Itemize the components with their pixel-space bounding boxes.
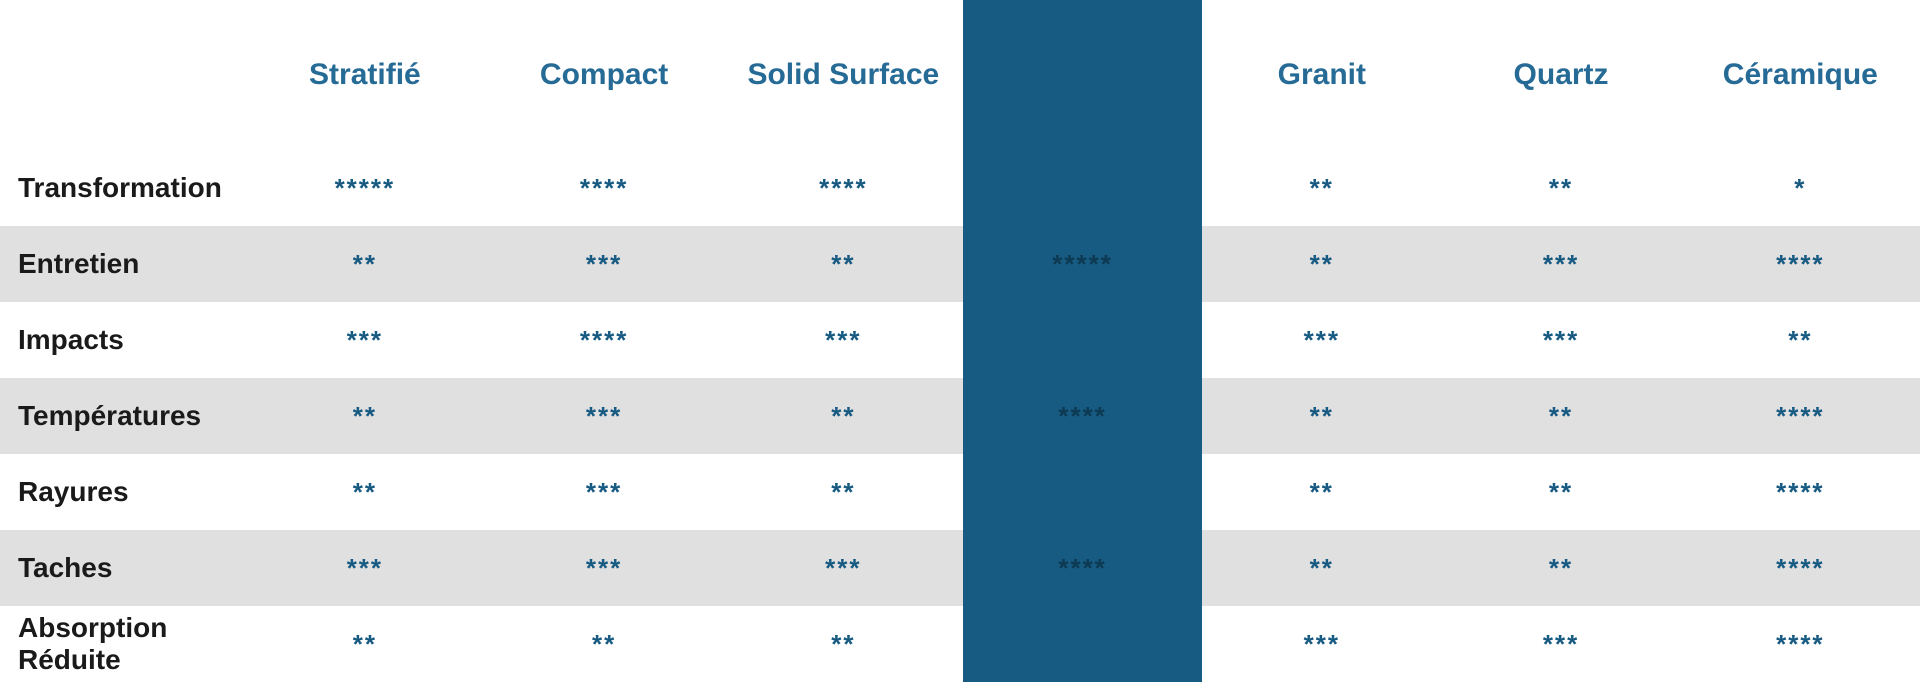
rating-cell: **** xyxy=(724,150,963,226)
table-row: Entretien********************* xyxy=(0,226,1920,302)
row-label: Taches xyxy=(0,530,245,606)
table-row: Absorption Réduite**************** xyxy=(0,606,1920,682)
rating-cell: **** xyxy=(1681,378,1920,454)
row-label: Températures xyxy=(0,378,245,454)
rating-cell: *** xyxy=(484,378,723,454)
rating-cell: ** xyxy=(245,454,484,530)
rating-cell: ** xyxy=(1202,150,1441,226)
rating-cell: ** xyxy=(724,226,963,302)
row-label: Impacts xyxy=(0,302,245,378)
rating-cell xyxy=(963,150,1202,226)
row-label: Entretien xyxy=(0,226,245,302)
rating-cell: ** xyxy=(1441,150,1680,226)
rating-cell: ** xyxy=(245,606,484,682)
rating-cell: ** xyxy=(1681,302,1920,378)
rating-cell: ***** xyxy=(245,150,484,226)
rating-cell xyxy=(963,302,1202,378)
col-header-highlighted xyxy=(963,0,1202,150)
rating-cell: ** xyxy=(1202,378,1441,454)
col-header-granit: Granit xyxy=(1202,0,1441,150)
rating-cell: *** xyxy=(245,530,484,606)
rating-cell: **** xyxy=(963,378,1202,454)
col-header-quartz: Quartz xyxy=(1441,0,1680,150)
rating-cell: ** xyxy=(1202,530,1441,606)
rating-cell: ** xyxy=(484,606,723,682)
row-label: Transformation xyxy=(0,150,245,226)
rating-cell: ** xyxy=(1202,454,1441,530)
rating-cell: ** xyxy=(245,226,484,302)
table-row: Transformation****************** xyxy=(0,150,1920,226)
rating-cell: ** xyxy=(724,378,963,454)
table-row: Taches********************* xyxy=(0,530,1920,606)
col-header-solid-surface: Solid Surface xyxy=(724,0,963,150)
rating-cell: *** xyxy=(484,454,723,530)
rating-cell: **** xyxy=(1681,226,1920,302)
row-label: Rayures xyxy=(0,454,245,530)
comparison-table: Stratifié Compact Solid Surface Granit Q… xyxy=(0,0,1920,682)
rating-cell: *** xyxy=(1441,606,1680,682)
rating-cell: *** xyxy=(724,530,963,606)
rating-cell: **** xyxy=(1681,454,1920,530)
rating-cell: **** xyxy=(1681,530,1920,606)
rating-cell: *** xyxy=(1202,606,1441,682)
rating-cell: *** xyxy=(1441,302,1680,378)
rating-cell: ** xyxy=(245,378,484,454)
rating-cell: **** xyxy=(484,302,723,378)
rating-cell: *** xyxy=(484,530,723,606)
rating-cell: ** xyxy=(724,606,963,682)
rating-cell: *** xyxy=(1202,302,1441,378)
rating-cell: * xyxy=(1681,150,1920,226)
rating-cell: ***** xyxy=(963,226,1202,302)
rating-cell xyxy=(963,454,1202,530)
rating-cell: ** xyxy=(1441,530,1680,606)
rating-cell: **** xyxy=(484,150,723,226)
col-header-stratifie: Stratifié xyxy=(245,0,484,150)
table-row: Rayures*************** xyxy=(0,454,1920,530)
row-label: Absorption Réduite xyxy=(0,606,245,682)
rating-cell: ** xyxy=(1441,378,1680,454)
rating-cell: *** xyxy=(1441,226,1680,302)
table-body: Transformation******************Entretie… xyxy=(0,150,1920,682)
table-row: Impacts****************** xyxy=(0,302,1920,378)
rating-cell: **** xyxy=(963,530,1202,606)
rating-cell: ** xyxy=(1441,454,1680,530)
col-header-ceramique: Céramique xyxy=(1681,0,1920,150)
table-header-row: Stratifié Compact Solid Surface Granit Q… xyxy=(0,0,1920,150)
empty-header-cell xyxy=(0,0,245,150)
rating-cell: *** xyxy=(484,226,723,302)
rating-cell: *** xyxy=(245,302,484,378)
rating-cell: ** xyxy=(1202,226,1441,302)
rating-cell: *** xyxy=(724,302,963,378)
rating-cell: ** xyxy=(724,454,963,530)
rating-cell xyxy=(963,606,1202,682)
rating-cell: **** xyxy=(1681,606,1920,682)
col-header-compact: Compact xyxy=(484,0,723,150)
table-row: Températures******************* xyxy=(0,378,1920,454)
